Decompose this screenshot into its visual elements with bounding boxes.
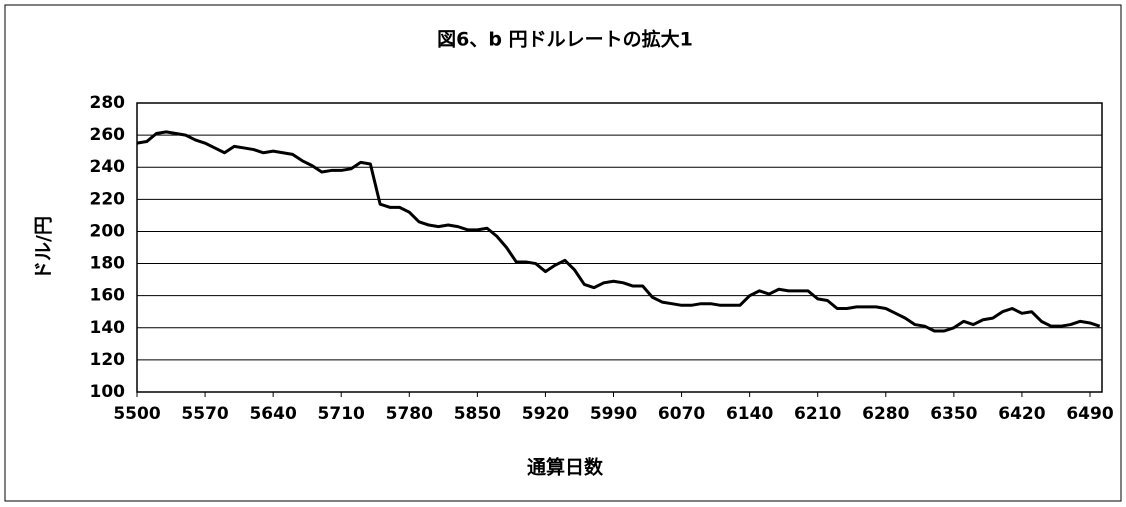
chart-frame (4, 4, 1122, 502)
y-tick-label: 180 (90, 254, 126, 274)
x-tick-label: 6140 (726, 404, 773, 424)
x-tick-label: 6280 (862, 404, 909, 424)
x-tick-label: 5780 (386, 404, 433, 424)
y-axis-title: ドル/円 (33, 216, 55, 280)
y-tick-label: 200 (90, 221, 126, 241)
x-tick-label: 6350 (930, 404, 977, 424)
x-tick-label: 6210 (794, 404, 841, 424)
x-tick-label: 5640 (249, 404, 296, 424)
x-tick-label: 5570 (181, 404, 228, 424)
chart-title: 図6、b 円ドルレートの拡大1 (437, 28, 693, 51)
x-axis-title: 通算日数 (527, 456, 604, 479)
x-tick-label: 6420 (998, 404, 1045, 424)
data-line (136, 130, 1101, 333)
y-tick-label: 220 (90, 189, 126, 209)
x-tick-label: 5710 (318, 404, 365, 424)
x-tick-label: 5990 (590, 404, 637, 424)
y-tick-label: 120 (90, 350, 126, 370)
y-tick-label: 240 (90, 157, 126, 177)
y-tick-label: 100 (90, 382, 126, 402)
y-tick-label: 140 (90, 318, 126, 338)
x-tick-label: 5850 (454, 404, 501, 424)
y-tick-label: 260 (90, 125, 126, 145)
x-tick-label: 6070 (658, 404, 705, 424)
plot-area (136, 102, 1103, 393)
y-tick-label: 280 (90, 93, 126, 113)
y-tick-label: 160 (90, 286, 126, 306)
x-tick-label: 5920 (522, 404, 569, 424)
x-tick-label: 5500 (113, 404, 160, 424)
x-tick-label: 6490 (1066, 404, 1113, 424)
